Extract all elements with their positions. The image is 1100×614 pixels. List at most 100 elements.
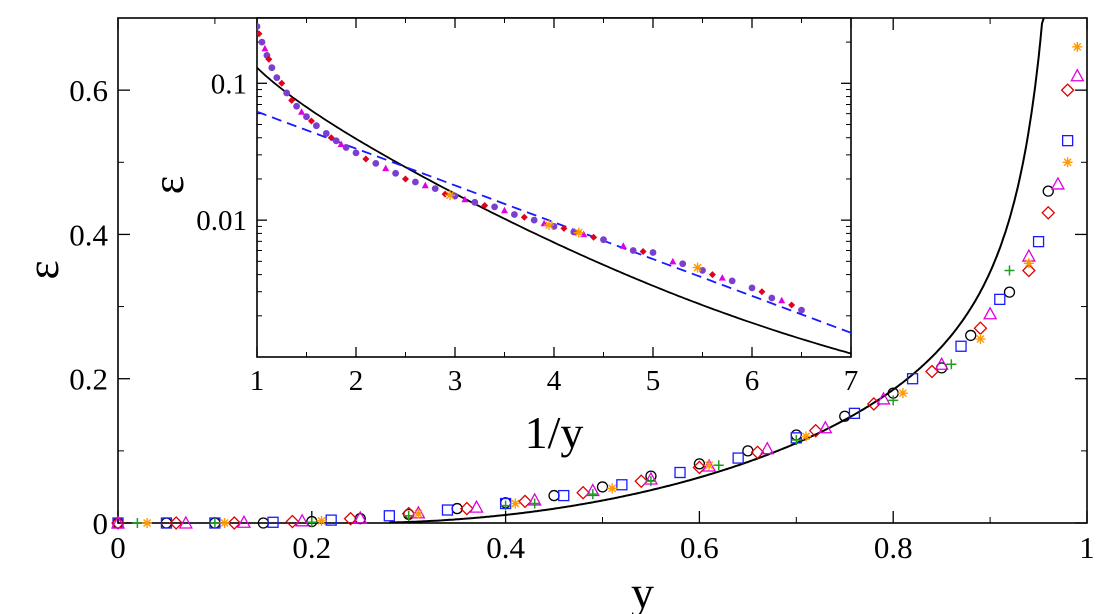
main-data-point bbox=[142, 518, 153, 528]
inset-data-point bbox=[530, 216, 538, 224]
main-data-point bbox=[548, 489, 560, 502]
main-data-point bbox=[1041, 205, 1056, 220]
inset-data-point bbox=[798, 306, 805, 314]
main-data-point bbox=[704, 460, 715, 471]
inset-series-3 bbox=[445, 190, 703, 273]
main-data-point bbox=[518, 494, 532, 509]
inset-data-point bbox=[728, 277, 736, 285]
main-data-point bbox=[441, 504, 454, 516]
main-data-point bbox=[469, 499, 484, 513]
main-data-point bbox=[994, 293, 1006, 306]
inset-data-point bbox=[639, 248, 647, 256]
inset-data-point bbox=[352, 149, 360, 157]
inset-data-point bbox=[258, 38, 266, 46]
inset-x-tick-label: 4 bbox=[547, 365, 562, 397]
main-series-2 bbox=[111, 83, 1075, 530]
x-tick-label: 1 bbox=[1079, 530, 1095, 565]
inset-data-point bbox=[278, 79, 286, 87]
inset-data-point bbox=[590, 233, 598, 241]
main-data-point bbox=[267, 516, 279, 528]
main-data-point bbox=[343, 511, 358, 526]
x-tick-label: 0.6 bbox=[680, 530, 719, 565]
inset-data-point bbox=[257, 30, 263, 38]
inset-data-point bbox=[708, 271, 716, 279]
inset-data-point bbox=[293, 102, 300, 110]
inset-fit-curve-solid bbox=[257, 67, 851, 355]
inset-data-point bbox=[778, 296, 786, 304]
inset-x-tick-label: 2 bbox=[349, 365, 364, 397]
inset-data-point bbox=[337, 140, 345, 148]
main-data-point bbox=[818, 420, 833, 434]
inset-data-point bbox=[322, 130, 330, 137]
main-data-point bbox=[459, 501, 474, 516]
inset-y-tick-label: 0.1 bbox=[211, 68, 247, 100]
inset-data-point bbox=[491, 203, 498, 211]
main-data-point bbox=[169, 516, 184, 530]
main-data-point bbox=[1062, 157, 1073, 168]
x-tick-label: 0 bbox=[110, 530, 126, 565]
inset-x-tick-label: 3 bbox=[448, 365, 463, 397]
inset-data-point bbox=[372, 159, 380, 167]
main-data-point bbox=[983, 306, 998, 320]
main-data-point bbox=[403, 510, 414, 521]
inset-data-point bbox=[298, 108, 306, 115]
inset-x-tick-label: 1 bbox=[250, 365, 265, 397]
main-data-point bbox=[607, 483, 618, 494]
main-data-point bbox=[325, 514, 337, 526]
main-data-point bbox=[674, 466, 686, 479]
inset-data-point bbox=[699, 266, 706, 274]
y-tick-label: 0.2 bbox=[69, 362, 108, 397]
main-data-point bbox=[209, 518, 220, 528]
inset-data-point bbox=[392, 169, 399, 177]
inset-data-point bbox=[511, 211, 518, 218]
inset-data-point bbox=[471, 198, 479, 206]
main-data-point bbox=[876, 391, 891, 405]
main-data-point bbox=[295, 513, 310, 527]
inset-data-point bbox=[649, 249, 657, 256]
main-data-point bbox=[160, 517, 173, 529]
main-data-point bbox=[1042, 185, 1054, 197]
main-data-point bbox=[110, 515, 126, 529]
main-data-point bbox=[354, 513, 366, 525]
main-data-point bbox=[1060, 83, 1075, 98]
main-data-point bbox=[1032, 235, 1045, 248]
main-data-point bbox=[1021, 263, 1036, 278]
main-data-point bbox=[791, 435, 802, 446]
inset-data-point bbox=[342, 144, 350, 151]
main-data-point bbox=[576, 485, 591, 500]
inset-data-point bbox=[445, 190, 456, 201]
main-data-point bbox=[888, 395, 899, 406]
main-data-point bbox=[227, 516, 242, 530]
inset-x-axis-label: 1/y bbox=[525, 407, 584, 458]
main-data-point bbox=[848, 407, 861, 419]
main-data-point bbox=[866, 397, 881, 411]
main-data-point bbox=[1004, 265, 1015, 276]
x-tick-label: 0.2 bbox=[292, 530, 331, 565]
main-data-point bbox=[596, 481, 609, 493]
inset-data-point bbox=[544, 220, 555, 231]
main-data-point bbox=[808, 423, 823, 438]
inset-data-point bbox=[257, 23, 261, 30]
main-data-point bbox=[178, 515, 193, 529]
inset-data-point bbox=[788, 301, 796, 309]
inset-data-point bbox=[669, 257, 677, 265]
main-data-point bbox=[413, 508, 424, 519]
inset-data-point bbox=[265, 55, 273, 63]
main-fit-curve bbox=[389, 17, 1045, 524]
main-data-point bbox=[306, 517, 317, 528]
inset-x-tick-label: 7 bbox=[844, 365, 859, 397]
main-data-point bbox=[693, 458, 706, 470]
y-tick-label: 0.6 bbox=[69, 73, 108, 108]
main-data-point bbox=[1023, 258, 1034, 269]
x-tick-label: 0.8 bbox=[874, 530, 913, 565]
inset-data-point bbox=[573, 227, 584, 238]
main-data-point bbox=[510, 498, 521, 509]
main-data-point bbox=[111, 516, 125, 530]
main-data-point bbox=[965, 329, 977, 342]
inset-data-point bbox=[560, 224, 568, 232]
inset-data-point bbox=[288, 96, 296, 104]
inset-data-point bbox=[629, 247, 637, 254]
inset-data-point bbox=[748, 284, 756, 292]
y-tick-label: 0.4 bbox=[69, 217, 108, 252]
main-data-point bbox=[906, 373, 919, 385]
